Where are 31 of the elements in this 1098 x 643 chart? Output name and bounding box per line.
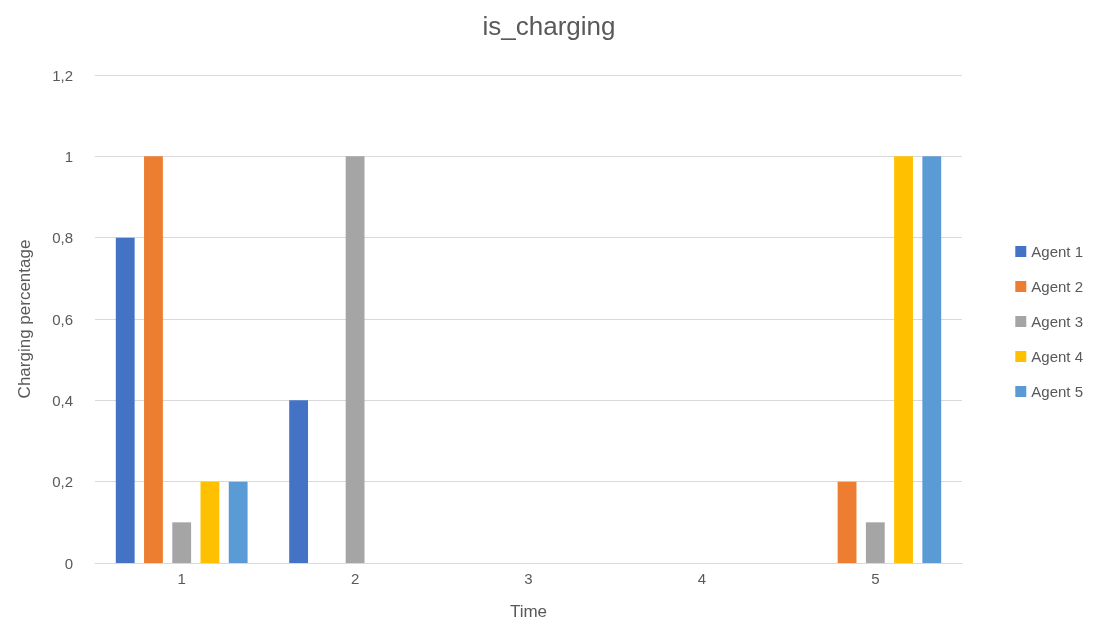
bar — [345, 156, 365, 563]
bar — [200, 481, 220, 563]
bar — [865, 522, 885, 563]
y-axis-title: Charging percentage — [15, 239, 34, 399]
bar — [894, 156, 913, 563]
y-tick-label: 0,4 — [52, 391, 73, 409]
x-tick-label: 4 — [697, 570, 707, 587]
bar — [289, 400, 309, 563]
bar — [922, 156, 942, 563]
legend-label: Agent 2 — [1031, 278, 1084, 295]
legend-label: Agent 3 — [1031, 313, 1084, 330]
x-axis-title: Time — [509, 602, 548, 621]
bar — [837, 481, 857, 563]
bar — [172, 522, 192, 563]
x-tick-label: 3 — [524, 570, 533, 587]
y-tick-label: 0 — [64, 554, 73, 572]
y-tick-label: 1 — [64, 147, 73, 165]
x-tick-label: 5 — [871, 570, 880, 587]
legend-label: Agent 4 — [1031, 348, 1084, 365]
bar — [144, 156, 163, 563]
bar — [115, 237, 135, 563]
bar — [228, 481, 248, 563]
chart-title: is_charging — [482, 11, 616, 41]
legend-label: Agent 5 — [1031, 383, 1084, 400]
y-tick-label: 0,6 — [52, 310, 73, 328]
x-tick-label: 1 — [177, 570, 186, 587]
y-tick-label: 1,2 — [52, 66, 73, 84]
x-tick-label: 2 — [350, 570, 360, 587]
legend-label: Agent 1 — [1031, 243, 1084, 260]
y-tick-label: 0,8 — [52, 229, 73, 247]
y-tick-label: 0,2 — [52, 473, 73, 491]
